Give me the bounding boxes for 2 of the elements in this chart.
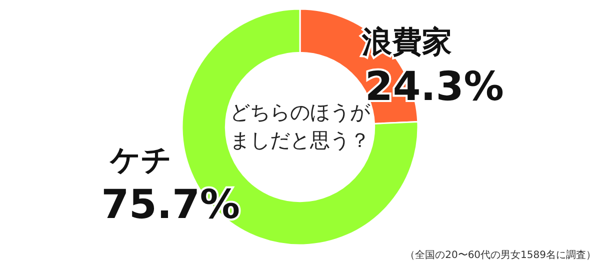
slice-label: ケチ [109,143,172,178]
text: （全国の20〜60代の男女1589名に調査） [405,249,596,261]
